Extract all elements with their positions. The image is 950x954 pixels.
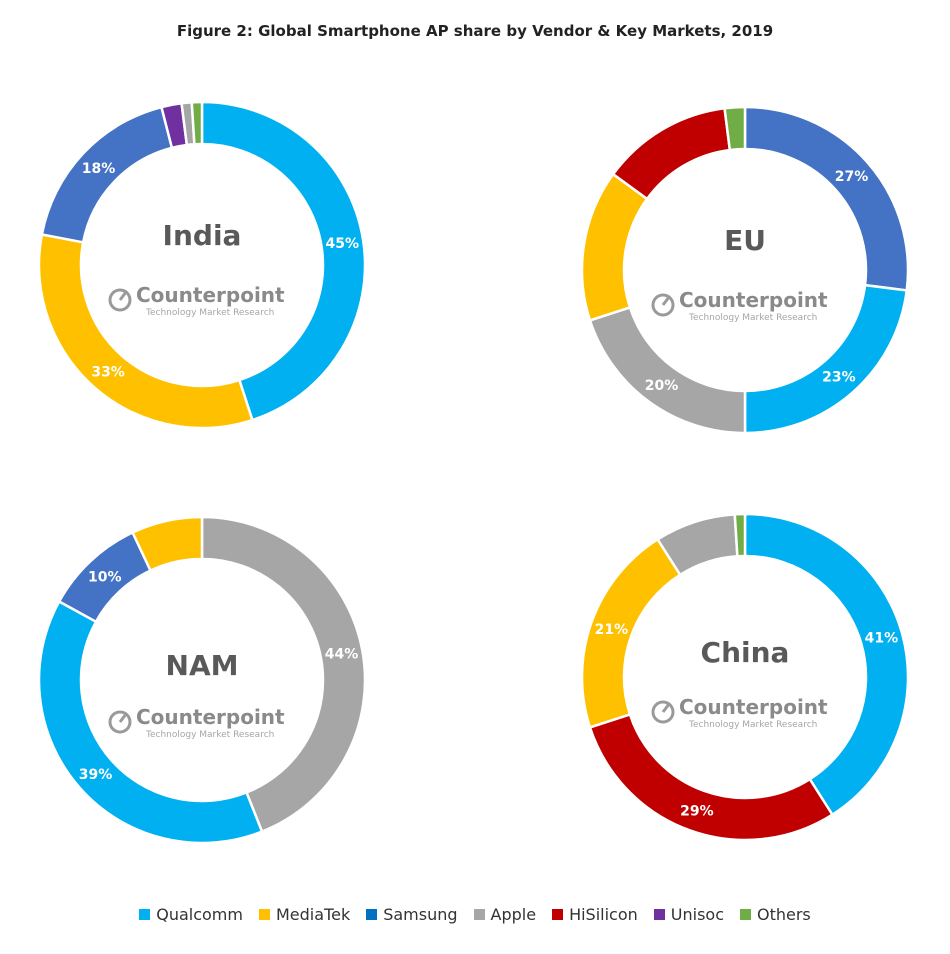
slice-nam-apple [200,515,367,834]
slice-label-china-qualcomm: 41% [865,630,899,646]
slice-label-nam-qualcomm: 39% [79,767,113,783]
slice-eu-samsung [743,105,910,292]
legend-swatch [366,909,378,920]
legend-swatch [740,909,751,920]
legend-swatch [552,909,564,920]
watermark-brand: Counterpoint [679,695,828,719]
legend-item-others: Others [740,905,811,924]
slice-india-mediatek [37,232,254,430]
legend-label: Others [757,905,811,924]
watermark-brand: Counterpoint [136,283,285,307]
counterpoint-logo-icon [108,710,132,734]
chart-center-title: NAM [166,649,239,682]
watermark-tagline: Technology Market Research [145,730,274,740]
slice-label-eu-qualcomm: 23% [822,370,856,386]
legend-label: HiSilicon [569,905,638,924]
legend-label: Unisoc [670,905,724,924]
slice-label-eu-samsung: 27% [835,169,869,185]
slice-eu-mediatek [580,172,649,322]
slice-label-nam-samsung: 10% [88,569,122,585]
legend-swatch [258,909,270,920]
slice-china-others [733,512,747,558]
legend-item-unisoc: Unisoc [653,905,724,924]
legend-item-mediatek: MediaTek [258,905,351,924]
slice-india-qualcomm [200,100,367,422]
watermark-brand: Counterpoint [679,288,828,312]
legend-label: Qualcomm [156,905,243,924]
counterpoint-logo-icon [108,288,132,312]
legend-item-samsung: Samsung [366,905,458,924]
watermark-tagline: Technology Market Research [688,313,817,323]
slice-label-india-qualcomm: 45% [325,236,359,252]
legend-swatch [139,909,151,920]
slice-china-hisilicon [588,712,835,842]
slice-eu-others [723,105,747,152]
slice-label-eu-apple: 20% [645,378,679,394]
slice-label-nam-apple: 44% [325,646,359,662]
slice-nam-mediatek [130,515,204,573]
chart-center-title: China [701,636,790,669]
legend-item-qualcomm: Qualcomm [139,905,243,924]
legend-swatch [473,909,485,920]
slice-label-india-samsung: 18% [82,161,116,177]
counterpoint-logo-icon [651,700,675,724]
legend-label: Samsung [383,905,458,924]
legend-label: MediaTek [275,905,351,924]
figure-title: Figure 2: Global Smartphone AP share by … [176,22,774,40]
legend-label: Apple [490,905,537,924]
slice-eu-apple [588,305,747,435]
slice-india-others [190,100,204,146]
watermark-tagline: Technology Market Research [688,720,817,730]
counterpoint-logo-icon [651,293,675,317]
slice-china-qualcomm [743,512,910,817]
watermark-brand: Counterpoint [136,705,285,729]
chart-center-title: EU [724,224,766,257]
slice-nam-qualcomm [37,599,264,845]
slice-eu-hisilicon [611,106,732,201]
legend-swatch [653,909,665,920]
legend-item-hisilicon: HiSilicon [552,905,638,924]
slice-label-india-mediatek: 33% [91,365,125,381]
legend: Qualcomm MediaTek Samsung Apple HiSilicon Uni… [0,905,950,924]
legend-item-apple: Apple [473,905,537,924]
chart-center-title: India [163,219,242,252]
slice-label-china-mediatek: 21% [595,622,629,638]
slice-label-china-hisilicon: 29% [680,804,714,820]
watermark-tagline: Technology Market Research [145,308,274,318]
